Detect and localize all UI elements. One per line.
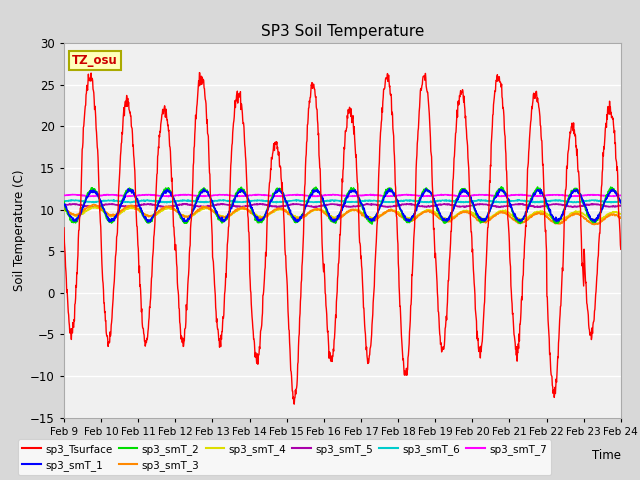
Y-axis label: Soil Temperature (C): Soil Temperature (C) xyxy=(13,169,26,291)
Title: SP3 Soil Temperature: SP3 Soil Temperature xyxy=(260,24,424,39)
Legend: sp3_Tsurface, sp3_smT_1, sp3_smT_2, sp3_smT_3, sp3_smT_4, sp3_smT_5, sp3_smT_6, : sp3_Tsurface, sp3_smT_1, sp3_smT_2, sp3_… xyxy=(18,439,551,475)
Text: Time: Time xyxy=(592,449,621,462)
Text: TZ_osu: TZ_osu xyxy=(72,54,118,67)
